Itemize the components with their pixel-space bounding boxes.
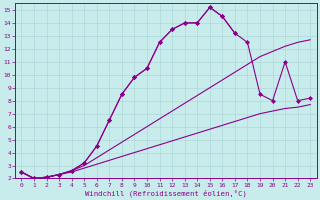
- X-axis label: Windchill (Refroidissement éolien,°C): Windchill (Refroidissement éolien,°C): [85, 189, 247, 197]
